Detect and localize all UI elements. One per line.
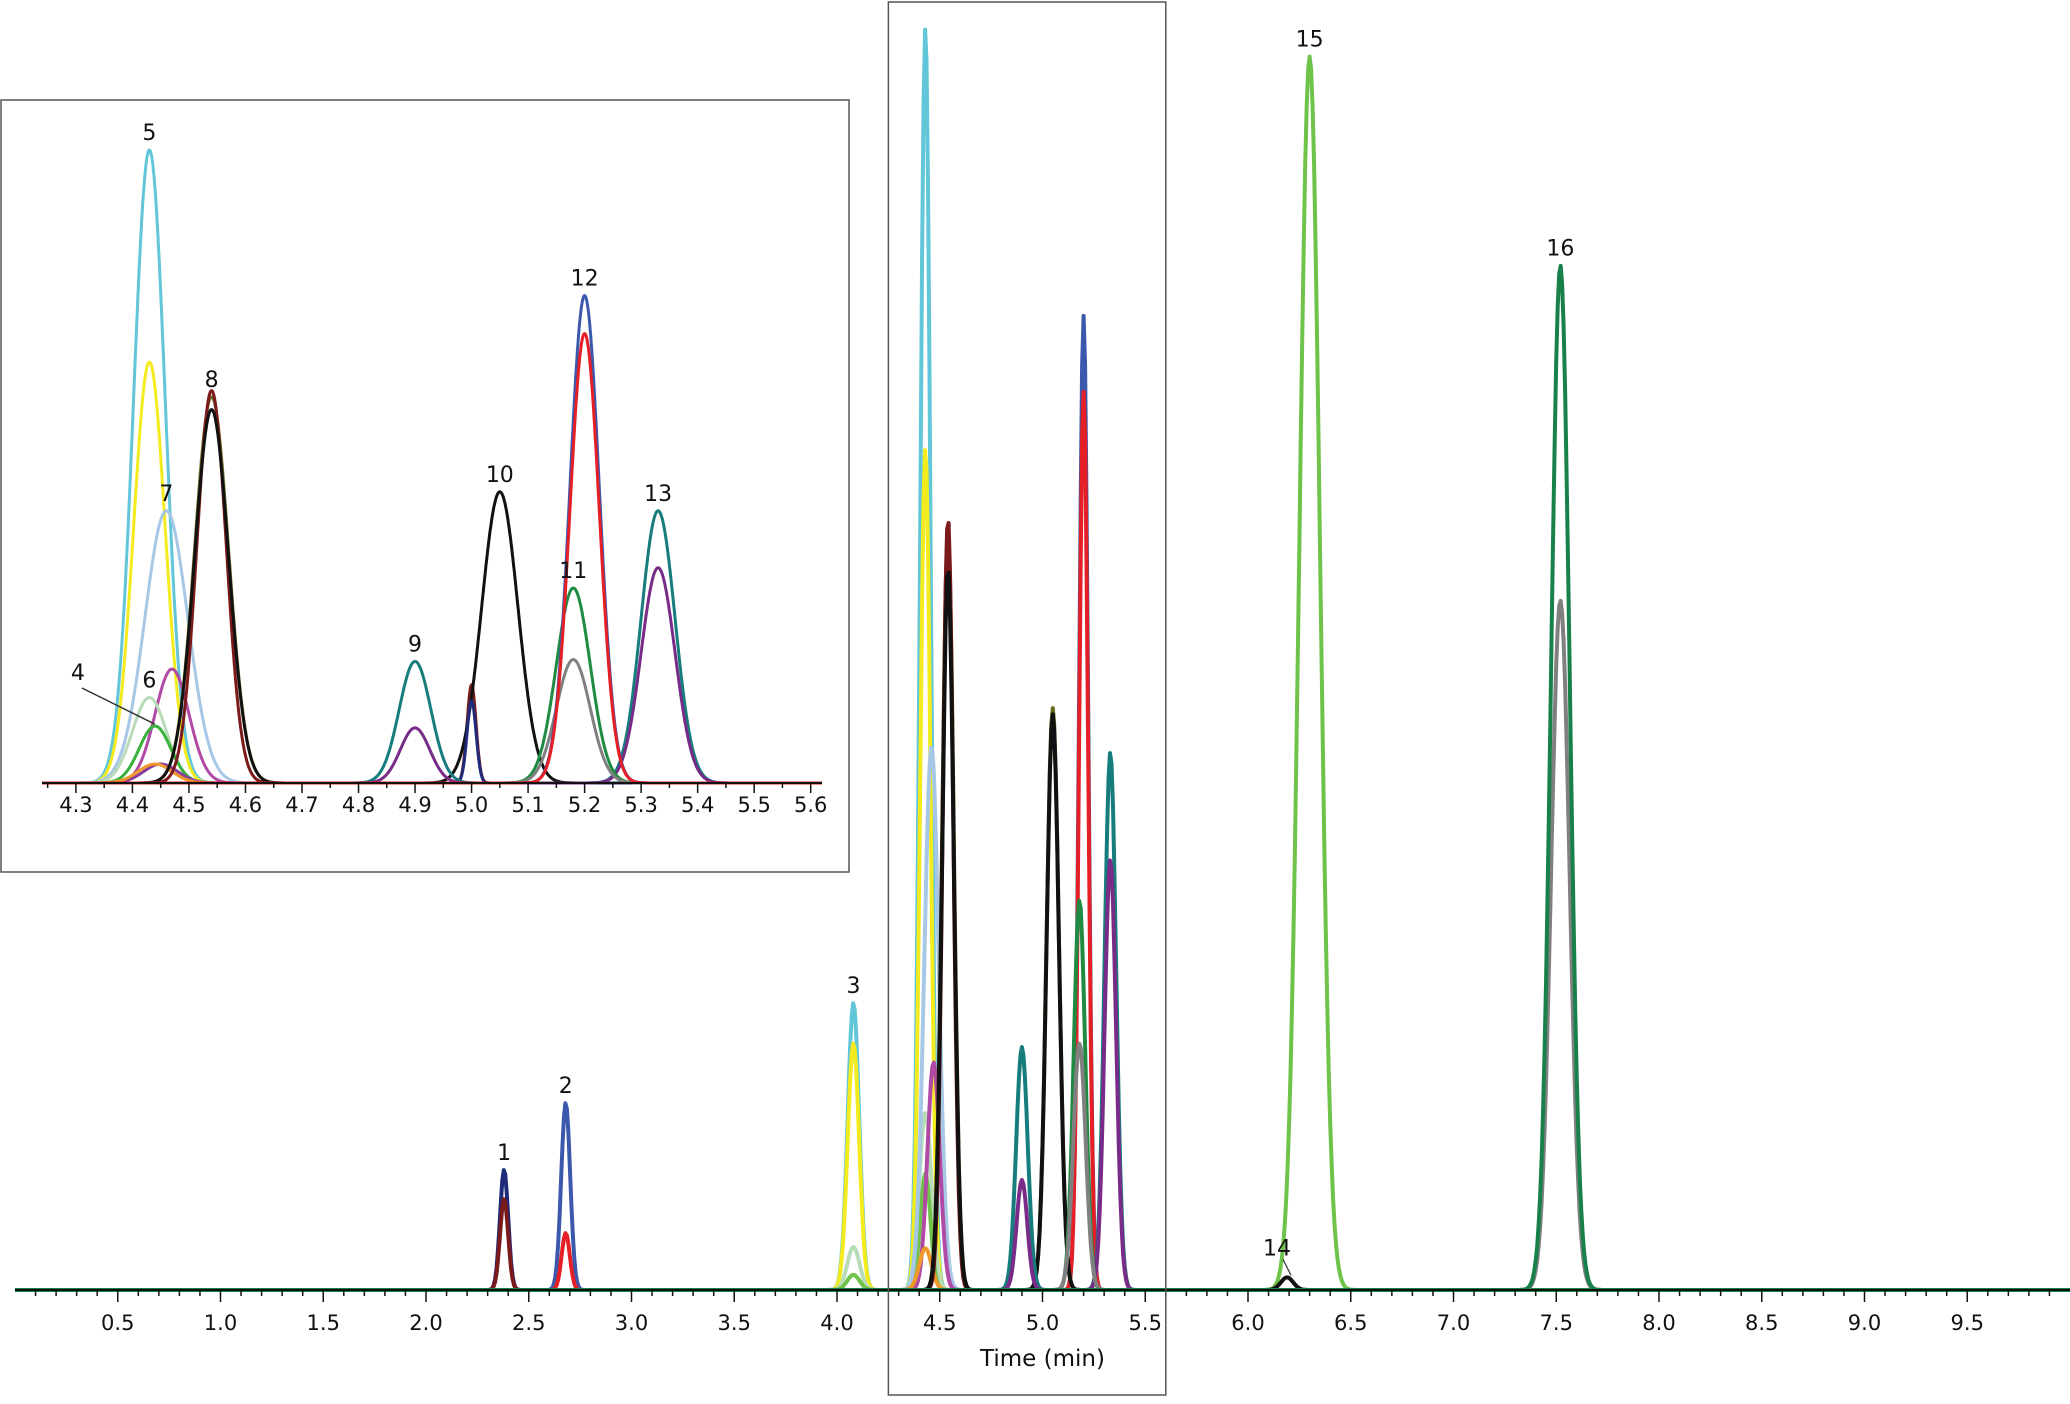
x-tick-label: 7.0 bbox=[1437, 1311, 1470, 1335]
x-tick-label: 5.5 bbox=[737, 793, 770, 817]
x-tick-label: 5.1 bbox=[511, 793, 544, 817]
x-tick-label: 5.2 bbox=[568, 793, 601, 817]
x-tick-label: 4.9 bbox=[398, 793, 431, 817]
peak-label-12: 12 bbox=[571, 267, 599, 292]
peak-label-16: 16 bbox=[1546, 236, 1574, 261]
peak-label-7: 7 bbox=[159, 482, 173, 507]
x-tick-label: 5.4 bbox=[681, 793, 714, 817]
x-tick-label: 2.0 bbox=[409, 1311, 442, 1335]
x-tick-label: 4.8 bbox=[342, 793, 375, 817]
zoom-region-box bbox=[887, 1, 1167, 1396]
x-tick-label: 9.5 bbox=[1951, 1311, 1984, 1335]
x-tick-label: 5.5 bbox=[1129, 1311, 1162, 1335]
peak-label-3: 3 bbox=[846, 974, 860, 999]
x-tick-label: 4.6 bbox=[229, 793, 262, 817]
x-tick-label: 0.5 bbox=[101, 1311, 134, 1335]
x-tick-label: 3.0 bbox=[615, 1311, 648, 1335]
inset-frame bbox=[0, 99, 850, 873]
peak-label-pointer bbox=[1282, 1259, 1292, 1276]
x-tick-label: 5.6 bbox=[794, 793, 827, 817]
peak-label-6: 6 bbox=[142, 669, 156, 694]
peak-label-8: 8 bbox=[205, 368, 219, 393]
x-tick-label: 2.5 bbox=[512, 1311, 545, 1335]
peak-label-2: 2 bbox=[559, 1074, 573, 1099]
trace-main-1 bbox=[14, 1197, 2070, 1292]
x-tick-label: 5.0 bbox=[1026, 1311, 1059, 1335]
main-chromatogram: 0.5 1.0 1.5 2.0 2.5 3.0 3.5 4.0 4.5 5.0 5.5 6.0 6.5 7… bbox=[14, 1, 2070, 1396]
peak-label-4: 4 bbox=[71, 661, 85, 686]
x-tick-label: 4.0 bbox=[820, 1311, 853, 1335]
x-tick-label: 6.0 bbox=[1231, 1311, 1264, 1335]
inset-zoom-chromatogram: 4.3 4.4 4.5 4.6 4.7 4.8 4.9 5.0 5.1 5.2 5.3 5.4 5.5 5… bbox=[0, 99, 850, 873]
x-tick-label: 9.0 bbox=[1848, 1311, 1881, 1335]
x-axis-title: Time (min) bbox=[979, 1346, 1105, 1372]
peak-label-10: 10 bbox=[486, 463, 514, 488]
x-tick-label: 3.5 bbox=[718, 1311, 751, 1335]
peak-label-11: 11 bbox=[559, 559, 587, 584]
x-tick-label: 8.0 bbox=[1642, 1311, 1675, 1335]
peak-label-5: 5 bbox=[142, 121, 156, 146]
x-tick-label: 5.3 bbox=[624, 793, 657, 817]
peak-label-13: 13 bbox=[644, 482, 672, 507]
x-tick-label: 6.5 bbox=[1334, 1311, 1367, 1335]
x-tick-label: 5.0 bbox=[455, 793, 488, 817]
x-tick-label: 4.3 bbox=[59, 793, 92, 817]
peak-label-1: 1 bbox=[497, 1141, 511, 1166]
x-tick-label: 1.0 bbox=[204, 1311, 237, 1335]
peak-label-15: 15 bbox=[1296, 28, 1324, 53]
x-tick-label: 4.5 bbox=[923, 1311, 956, 1335]
x-tick-label: 8.5 bbox=[1745, 1311, 1778, 1335]
x-tick-label: 4.5 bbox=[172, 793, 205, 817]
trace-main-10 bbox=[14, 1246, 2070, 1292]
x-tick-label: 7.5 bbox=[1540, 1311, 1573, 1335]
x-tick-label: 4.4 bbox=[116, 793, 149, 817]
peak-label-14: 14 bbox=[1263, 1236, 1291, 1261]
peak-label-9: 9 bbox=[408, 632, 422, 657]
peak-label-pointer bbox=[81, 687, 156, 725]
x-tick-label: 1.5 bbox=[307, 1311, 340, 1335]
x-tick-label: 4.7 bbox=[285, 793, 318, 817]
